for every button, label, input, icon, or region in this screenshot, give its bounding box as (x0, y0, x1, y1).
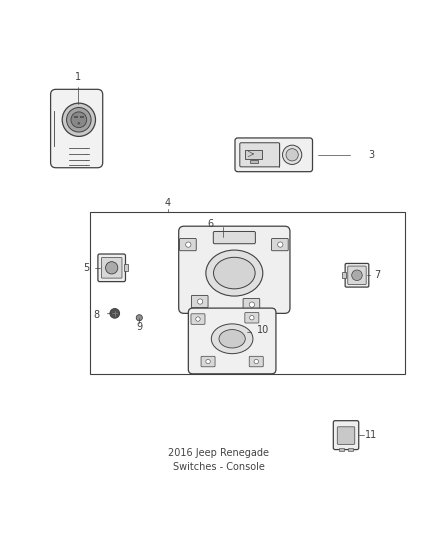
FancyBboxPatch shape (240, 143, 279, 167)
Ellipse shape (206, 250, 263, 296)
FancyBboxPatch shape (201, 356, 215, 367)
FancyBboxPatch shape (191, 295, 208, 308)
Text: 5: 5 (84, 263, 90, 273)
Circle shape (278, 242, 283, 247)
Bar (250, 160, 258, 163)
FancyBboxPatch shape (51, 90, 102, 168)
Bar (74, 116, 78, 118)
FancyBboxPatch shape (333, 421, 359, 449)
FancyBboxPatch shape (180, 238, 196, 251)
Ellipse shape (214, 257, 255, 289)
Circle shape (283, 145, 302, 165)
Bar (342, 272, 346, 278)
FancyBboxPatch shape (191, 314, 205, 324)
FancyBboxPatch shape (348, 266, 366, 285)
Circle shape (106, 262, 118, 274)
Circle shape (250, 316, 254, 320)
Circle shape (186, 242, 191, 247)
Circle shape (110, 309, 120, 318)
FancyBboxPatch shape (337, 427, 355, 445)
Circle shape (196, 317, 200, 321)
FancyBboxPatch shape (272, 238, 288, 251)
Ellipse shape (211, 324, 253, 354)
Text: 4: 4 (165, 198, 171, 208)
Bar (339, 448, 344, 451)
Text: 7: 7 (374, 270, 381, 280)
Text: 10: 10 (257, 325, 269, 335)
FancyBboxPatch shape (243, 298, 260, 311)
Text: 6: 6 (207, 219, 213, 229)
Bar (90, 212, 405, 374)
FancyBboxPatch shape (98, 254, 125, 281)
Circle shape (67, 108, 91, 132)
Circle shape (249, 302, 254, 307)
Text: 1: 1 (75, 72, 81, 82)
Circle shape (352, 270, 362, 280)
Circle shape (206, 359, 210, 364)
FancyBboxPatch shape (102, 257, 122, 278)
FancyBboxPatch shape (345, 263, 369, 287)
FancyBboxPatch shape (213, 231, 255, 244)
FancyBboxPatch shape (249, 356, 263, 367)
Circle shape (62, 103, 95, 136)
Text: 2016 Jeep Renegade
Switches - Console: 2016 Jeep Renegade Switches - Console (169, 448, 269, 472)
FancyBboxPatch shape (179, 226, 290, 313)
Text: 3: 3 (368, 150, 374, 160)
Text: 8: 8 (93, 310, 99, 320)
Circle shape (286, 149, 298, 161)
FancyBboxPatch shape (188, 308, 276, 374)
Circle shape (136, 314, 142, 321)
Circle shape (71, 112, 87, 128)
Bar (124, 264, 128, 271)
Ellipse shape (219, 329, 245, 348)
Circle shape (198, 299, 203, 304)
Text: 11: 11 (365, 430, 378, 440)
Bar (348, 448, 353, 451)
Bar (245, 150, 262, 159)
Circle shape (254, 359, 258, 364)
Circle shape (78, 122, 80, 125)
FancyBboxPatch shape (235, 138, 313, 172)
Bar (80, 116, 84, 118)
FancyBboxPatch shape (245, 312, 259, 323)
Text: 9: 9 (136, 321, 142, 332)
